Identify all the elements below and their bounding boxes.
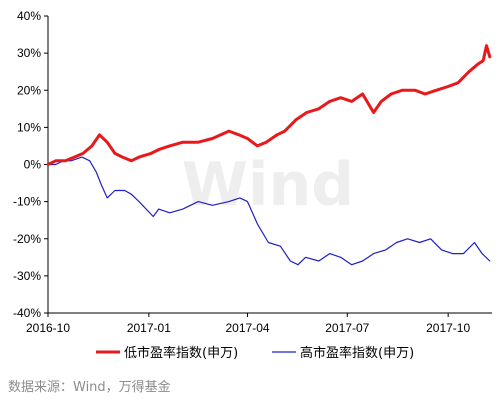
series-line [47, 156, 491, 266]
series-line [46, 44, 492, 166]
y-tick-label: 0% [24, 158, 42, 172]
y-tick-label: 30% [17, 46, 41, 60]
source-note: 数据来源：Wind，万得基金 [8, 380, 171, 395]
y-tick-label: -10% [13, 195, 41, 209]
watermark: Wind [182, 150, 354, 220]
line-chart: Wind 40% 30% 20% 10% 0% -10% -20% -30% -40% 2016… [13, 9, 492, 361]
x-tick-label: 2017-07 [325, 321, 369, 335]
x-tick-label: 2017-10 [426, 321, 470, 335]
x-tick-label: 2017-01 [127, 321, 171, 335]
y-tick-label: 40% [17, 9, 41, 23]
x-axis: 2016-10 2017-01 2017-04 2017-07 2017-10 [26, 312, 492, 335]
y-tick-label: -20% [13, 232, 41, 246]
legend: 低市盈率指数(申万) 高市盈率指数(申万) [96, 345, 414, 361]
y-axis: 40% 30% 20% 10% 0% -10% -20% -30% -40% [13, 9, 49, 320]
y-tick-label: -40% [13, 306, 41, 320]
y-tick-label: -30% [13, 269, 41, 283]
y-tick-label: 10% [17, 120, 41, 134]
y-tick-label: 20% [17, 83, 41, 97]
series-group [46, 44, 492, 266]
legend-label: 高市盈率指数(申万) [300, 345, 414, 361]
x-tick-label: 2017-04 [226, 321, 270, 335]
legend-label: 低市盈率指数(申万) [124, 345, 238, 361]
x-tick-label: 2016-10 [26, 321, 70, 335]
